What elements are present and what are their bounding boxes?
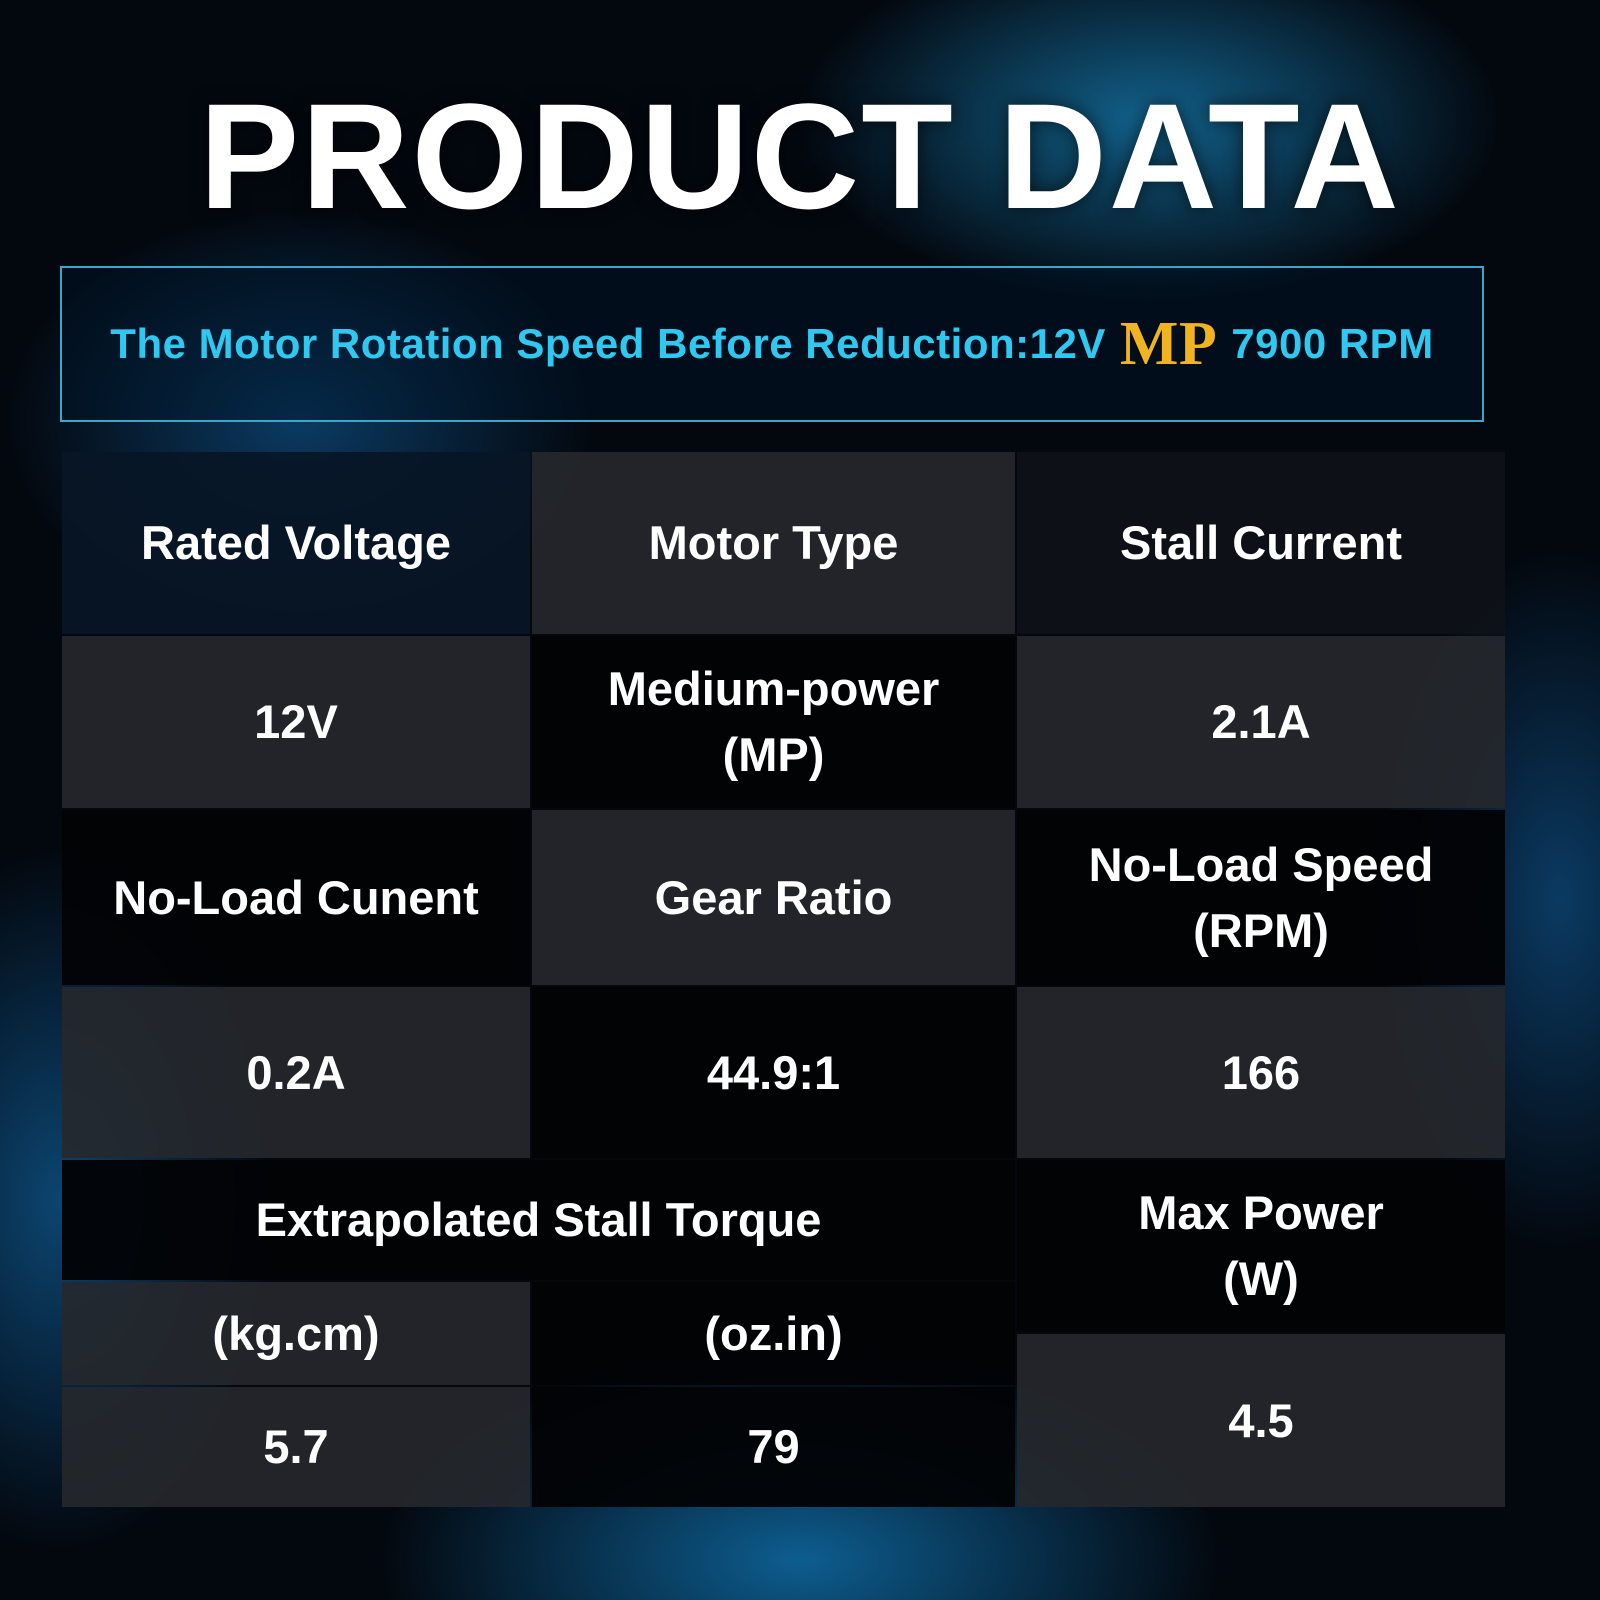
cell-text: (RPM) — [1193, 903, 1329, 957]
cell-text: Gear Ratio — [654, 870, 893, 924]
table-cell: 4.5 — [1017, 1334, 1505, 1507]
title: PRODUCT DATA — [199, 72, 1401, 240]
cell-text: Motor Type — [648, 516, 899, 569]
table-cell: Rated Voltage — [62, 452, 530, 634]
table-cell: 44.9:1 — [532, 987, 1015, 1158]
cell-text: 0.2A — [246, 1045, 346, 1099]
table-cell: 5.7 — [62, 1387, 530, 1507]
table-cell: (oz.in) — [532, 1282, 1015, 1385]
cell-text: No-Load Speed — [1088, 837, 1434, 891]
cell-text: (oz.in) — [704, 1306, 843, 1360]
table-cell: No-Load Cunent — [62, 810, 530, 985]
cell-text: Extrapolated Stall Torque — [255, 1193, 822, 1246]
table-cell: Medium-power (MP) — [532, 636, 1015, 808]
cell-text: Stall Current — [1119, 516, 1403, 569]
cell-text: No-Load Cunent — [113, 870, 479, 924]
banner: The Motor Rotation Speed Before Reductio… — [60, 266, 1484, 422]
cell-text: Medium-power — [607, 662, 940, 715]
cell-text: 5.7 — [263, 1420, 329, 1473]
cell-text: (MP) — [722, 728, 825, 781]
table-cell: 12V — [62, 636, 530, 808]
cell-text: Max Power — [1138, 1186, 1384, 1239]
cell-text: 44.9:1 — [706, 1045, 841, 1099]
cell-text: Rated Voltage — [141, 516, 451, 569]
cell-text: 12V — [254, 695, 338, 748]
table-cell: 79 — [532, 1387, 1015, 1507]
table-cell: Gear Ratio — [532, 810, 1015, 985]
banner-text: 7900 RPM — [1231, 320, 1434, 367]
table-cell: No-Load Speed (RPM) — [1017, 810, 1505, 985]
cell-text: 166 — [1221, 1045, 1301, 1099]
table-cell: 166 — [1017, 987, 1505, 1158]
table-cell: Stall Current — [1017, 452, 1505, 634]
banner-highlight: MP — [1119, 309, 1218, 378]
cell-text: (kg.cm) — [212, 1306, 380, 1360]
table-cell: Motor Type — [532, 452, 1015, 634]
table-cell: (kg.cm) — [62, 1282, 530, 1385]
table-cell: Extrapolated Stall Torque — [62, 1160, 1015, 1280]
table-cell: 2.1A — [1017, 636, 1505, 808]
table-cell: Max Power (W) — [1017, 1160, 1505, 1332]
table-cell: 0.2A — [62, 987, 530, 1158]
cell-text: 79 — [747, 1420, 800, 1473]
cell-text: 4.5 — [1228, 1393, 1294, 1447]
cell-text: 2.1A — [1211, 695, 1311, 748]
banner-text: The Motor Rotation Speed Before Reductio… — [110, 320, 1106, 367]
cell-text: (W) — [1223, 1252, 1299, 1305]
